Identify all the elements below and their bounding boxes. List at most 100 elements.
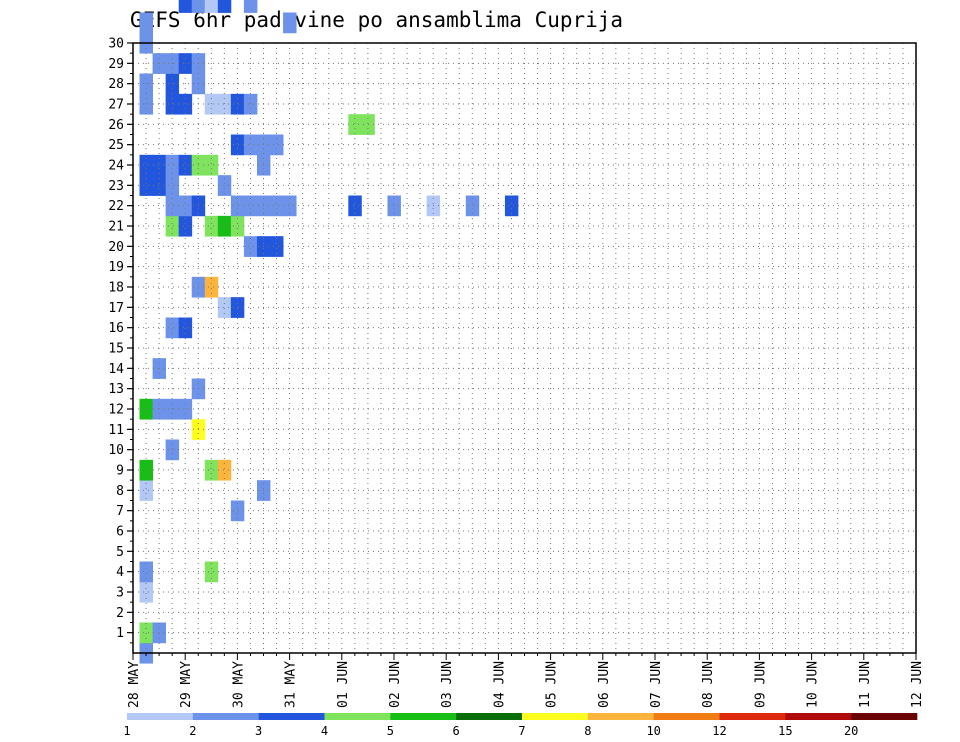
- y-tick-label: 21: [108, 220, 124, 235]
- heatmap-cell: [348, 114, 362, 135]
- heatmap-cell: [504, 195, 519, 217]
- x-tick-label: 03 JUN: [440, 661, 455, 708]
- x-tick-label: 02 JUN: [388, 661, 403, 708]
- heatmap-cell: [243, 0, 258, 13]
- heatmap-cell: [139, 154, 153, 176]
- heatmap-cell: [217, 93, 232, 115]
- y-tick-label: 30: [108, 37, 124, 52]
- legend-swatch: [719, 713, 786, 720]
- y-tick-label: 14: [108, 362, 124, 377]
- y-tick-label: 1: [116, 626, 124, 641]
- y-tick-label: 25: [108, 138, 124, 153]
- y-tick-label: 10: [108, 443, 124, 458]
- heatmap-cell: [230, 93, 245, 115]
- heatmap-cell: [204, 93, 219, 115]
- heatmap-cells: [139, 0, 519, 664]
- legend-swatch: [653, 713, 720, 720]
- heatmap-cell: [139, 581, 153, 603]
- heatmap-cell: [191, 0, 206, 13]
- y-tick-label: 18: [108, 281, 124, 296]
- heatmap-cell: [217, 297, 232, 318]
- y-tick-label: 16: [108, 321, 124, 336]
- legend-label: 1: [123, 724, 130, 738]
- y-tick-label: 15: [108, 342, 124, 357]
- heatmap-cell: [139, 398, 153, 420]
- heatmap-cell: [178, 317, 193, 339]
- legend-swatch: [258, 713, 325, 720]
- y-tick-label: 20: [108, 240, 124, 255]
- y-tick-label: 27: [108, 98, 124, 113]
- heatmap-cell: [139, 175, 153, 196]
- heatmap-cell: [165, 439, 180, 461]
- y-tick-label: 28: [108, 77, 124, 92]
- y-tick-label: 22: [108, 199, 124, 214]
- legend-swatch: [522, 713, 589, 720]
- heatmap-cell: [270, 134, 284, 156]
- y-tick-label: 26: [108, 118, 124, 133]
- heatmap-cell: [165, 398, 180, 420]
- legend-label: 6: [453, 724, 460, 738]
- y-tick-label: 9: [116, 464, 124, 479]
- heatmap-cell: [217, 459, 232, 481]
- legend-label: 8: [584, 724, 591, 738]
- x-tick-label: 12 JUN: [910, 661, 925, 708]
- heatmap-cell: [178, 215, 193, 237]
- heatmap-cell: [230, 195, 245, 217]
- legend-swatch: [851, 713, 918, 720]
- heatmap-cell: [178, 0, 193, 13]
- heatmap-cell: [270, 195, 284, 217]
- x-tick-label: 28 MAY: [127, 661, 142, 708]
- legend-label: 15: [778, 724, 792, 738]
- heatmap-cell: [165, 195, 180, 217]
- heatmap-cell: [139, 480, 153, 501]
- y-tick-label: 4: [116, 565, 124, 580]
- y-tick-label: 29: [108, 57, 124, 72]
- y-tick-label: 12: [108, 403, 124, 418]
- heatmap-cell: [152, 154, 167, 176]
- legend-swatch: [785, 713, 852, 720]
- heatmap-cell: [139, 12, 153, 34]
- heatmap-cell: [139, 622, 153, 644]
- y-tick-label: 13: [108, 382, 124, 397]
- heatmap-cell: [387, 195, 401, 217]
- y-tick-label: 8: [116, 484, 124, 499]
- y-tick-label: 17: [108, 301, 124, 316]
- x-tick-label: 08 JUN: [701, 661, 716, 708]
- heatmap-cell: [204, 459, 219, 481]
- x-tick-label: 10 JUN: [806, 661, 821, 708]
- x-tick-label: 30 MAY: [231, 661, 246, 708]
- y-tick-label: 11: [108, 423, 124, 438]
- legend-label: 20: [844, 724, 858, 738]
- legend-label: 7: [518, 724, 525, 738]
- heatmap-cell: [165, 317, 180, 339]
- heatmap-cell: [152, 398, 167, 420]
- legend-label: 4: [321, 724, 328, 738]
- y-tick-label: 2: [116, 606, 124, 621]
- x-tick-label: 11 JUN: [858, 661, 873, 708]
- heatmap-cell: [165, 175, 180, 196]
- x-tick-label: 09 JUN: [753, 661, 768, 708]
- heatmap-cell: [243, 236, 258, 257]
- legend-label: 5: [387, 724, 394, 738]
- x-tick-label: 05 JUN: [545, 661, 560, 708]
- heatmap-cell: [152, 175, 167, 196]
- heatmap-cell: [139, 561, 153, 583]
- heatmap-cell: [217, 0, 232, 13]
- heatmap-cell: [243, 93, 258, 115]
- heatmap-cell: [283, 12, 297, 34]
- y-tick-label: 5: [116, 545, 124, 560]
- y-tick-label: 6: [116, 525, 124, 540]
- heatmap-cell: [139, 459, 153, 481]
- heatmap-cell: [165, 215, 180, 237]
- x-axis: 28 MAY 29 MAY 30 MAY 31 MAY 01 JUN 02 JUN 03 J…: [127, 653, 925, 708]
- legend-label: 12: [712, 724, 726, 738]
- heatmap-cell: [270, 236, 284, 257]
- heatmap-cell: [217, 175, 232, 196]
- heatmap-cell: [217, 215, 232, 237]
- grid-lines: [133, 43, 916, 653]
- x-tick-label: 29 MAY: [179, 661, 194, 708]
- legend-swatch: [324, 713, 391, 720]
- legend-swatch: [192, 713, 259, 720]
- heatmap-cell: [283, 195, 297, 217]
- heatmap-cell: [243, 134, 258, 156]
